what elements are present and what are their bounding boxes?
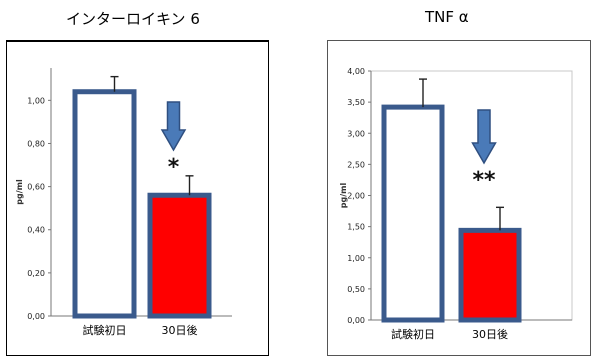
- y-tick-label: 0,00: [347, 316, 365, 325]
- bar: [458, 227, 522, 323]
- y-tick-label: 1,00: [27, 96, 45, 105]
- y-tick-label: 0,60: [27, 183, 45, 192]
- x-tick-label: 30日後: [162, 323, 198, 337]
- y-tick-label: 0,40: [27, 226, 45, 235]
- chart-0: 0,00 0,20 0,40 0,60 0,80 1,00 pg/ml 試験初日 30日後 *: [15, 68, 232, 337]
- y-axis-label: pg/ml: [339, 183, 348, 209]
- y-axis-label: pg/ml: [15, 179, 24, 205]
- y-tick-label: 3,00: [347, 129, 365, 138]
- chart-title-il6: インターロイキン 6: [66, 10, 200, 28]
- chart-frame-il6: [6, 40, 269, 356]
- y-tick-label: 2,00: [347, 192, 365, 201]
- y-tick-label: 0,00: [27, 312, 45, 321]
- x-tick-label: 試験初日: [391, 327, 435, 341]
- chart-frame-tnf: [327, 40, 591, 356]
- y-tick-label: 0,20: [27, 269, 45, 278]
- x-tick-label: 30日後: [472, 327, 508, 341]
- down-arrow-icon: [160, 101, 187, 152]
- y-tick-label: 4,00: [347, 67, 365, 76]
- y-tick-label: 3,50: [347, 98, 365, 107]
- y-tick-label: 1,50: [347, 223, 365, 232]
- x-tick-label: 試験初日: [83, 323, 127, 337]
- y-tick-label: 0,80: [27, 139, 45, 148]
- chart-title-tnf: TNF α: [425, 8, 469, 26]
- bar: [381, 104, 445, 323]
- y-tick-label: 0,50: [347, 285, 365, 294]
- significance-marker: *: [168, 155, 180, 180]
- y-tick-label: 1,00: [347, 254, 365, 263]
- bar: [72, 89, 137, 319]
- bar: [147, 192, 212, 319]
- significance-marker: **: [472, 168, 496, 193]
- down-arrow-icon: [471, 109, 497, 165]
- chart-1: 0,00 0,50 1,00 1,50 2,00 2,50 3,00 3,50 4,00 pg/m…: [339, 67, 573, 341]
- y-tick-label: 2,50: [347, 160, 365, 169]
